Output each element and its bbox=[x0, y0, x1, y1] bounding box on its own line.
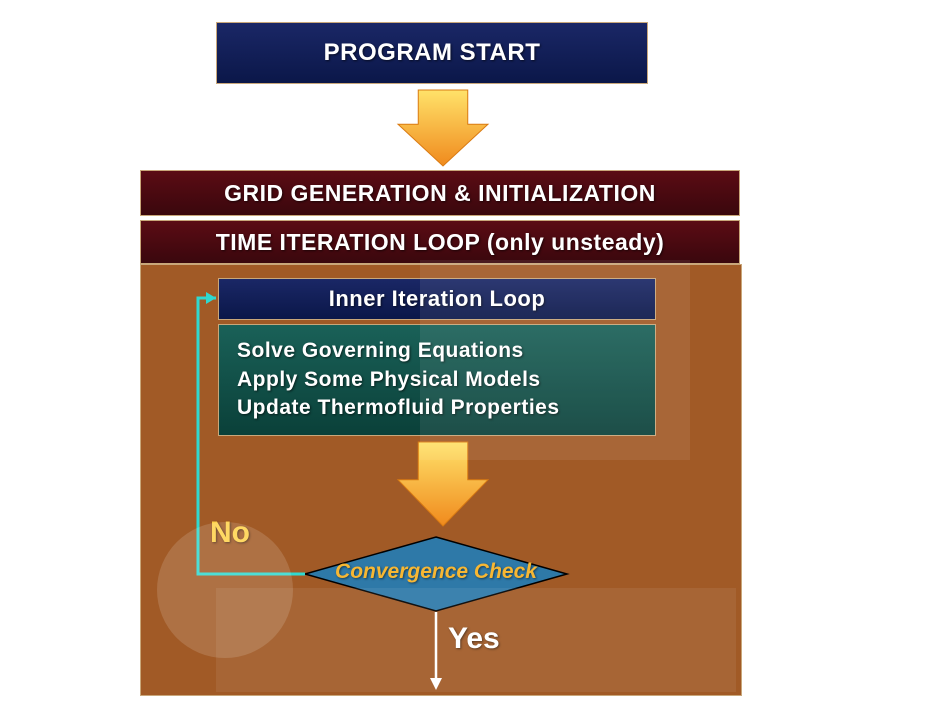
solve-line-2: Apply Some Physical Models bbox=[237, 366, 541, 394]
arrow-down-1 bbox=[398, 90, 488, 166]
node-inner-iteration-loop: Inner Iteration Loop bbox=[218, 278, 656, 320]
node-label: TIME ITERATION LOOP (only unsteady) bbox=[216, 229, 665, 256]
solve-line-3: Update Thermofluid Properties bbox=[237, 394, 560, 422]
node-convergence-label: Convergence Check bbox=[316, 560, 556, 584]
node-label: GRID GENERATION & INITIALIZATION bbox=[224, 180, 656, 207]
label-no: No bbox=[210, 516, 250, 550]
node-label: Inner Iteration Loop bbox=[329, 286, 546, 312]
solve-line-1: Solve Governing Equations bbox=[237, 337, 524, 365]
node-label: PROGRAM START bbox=[324, 39, 541, 67]
flowchart-canvas: PROGRAM START GRID GENERATION & INITIALI… bbox=[0, 0, 944, 712]
node-program-start: PROGRAM START bbox=[216, 22, 648, 84]
arrow-down-2 bbox=[398, 442, 488, 526]
node-solve-block: Solve Governing Equations Apply Some Phy… bbox=[218, 324, 656, 436]
node-time-iteration-header: TIME ITERATION LOOP (only unsteady) bbox=[140, 220, 740, 264]
label-yes: Yes bbox=[448, 622, 500, 656]
node-grid-generation: GRID GENERATION & INITIALIZATION bbox=[140, 170, 740, 216]
